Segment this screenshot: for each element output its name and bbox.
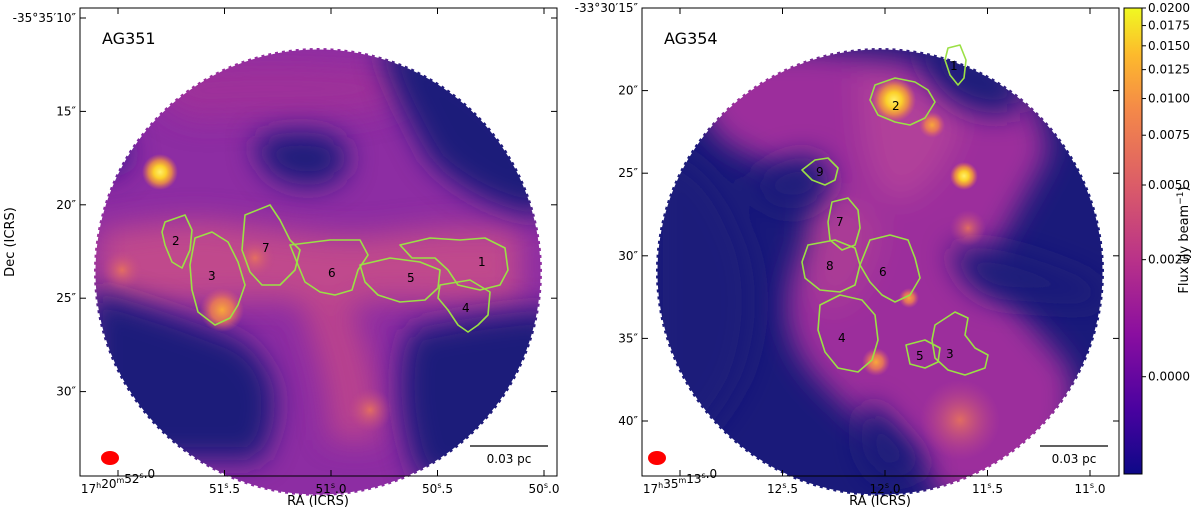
x-tick-label: 50s.5 (422, 481, 453, 496)
circle-edge (654, 46, 1106, 498)
region-label: 9 (816, 165, 824, 179)
y-tick-label: 25″ (56, 291, 76, 305)
region-label: 6 (328, 266, 336, 280)
x-axis: 17h35m13s.0 12s.5 12s.0 11s.5 11s.0 (643, 8, 1106, 496)
y-tick-label: 25″ (618, 166, 638, 180)
x-tick-label: 12s.0 (870, 481, 901, 496)
region-label: 5 (407, 271, 415, 285)
empty-region (380, 48, 542, 215)
colorbar-label: Flux (Jy beam−1) (1176, 186, 1192, 293)
panel-title: AG354 (664, 29, 718, 48)
y-tick-label: 35″ (618, 331, 638, 345)
contour-region-7 (241, 204, 301, 286)
region-labels-ag351: 2 3 7 6 5 1 4 (172, 234, 486, 315)
colorbar-tick-label: 0.0175 (1148, 19, 1190, 33)
contour-region-1 (399, 237, 509, 291)
scalebar-label: 0.03 pc (487, 452, 532, 466)
contour-region-5 (905, 339, 941, 369)
panel-frame (79, 7, 558, 477)
x-tick-label: 11s.0 (1075, 481, 1106, 496)
colorbar-gradient (1123, 7, 1143, 475)
contour-region-2 (161, 214, 193, 269)
region-label: 2 (892, 99, 900, 113)
region-label: 7 (262, 241, 270, 255)
panel-title: AG351 (102, 29, 156, 48)
contours-ag354 (801, 44, 989, 376)
x-tick-label: 51s.0 (316, 481, 347, 496)
scalebar-label: 0.03 pc (1052, 452, 1097, 466)
x-axis-label: RA (ICRS) (287, 494, 349, 509)
contour-region-4 (817, 294, 879, 373)
y-tick-label: 15″ (56, 104, 76, 118)
region-label: 8 (826, 259, 834, 273)
panel-ag354: 1 2 9 7 8 6 4 5 3 AG354 0.03 pc -33°30′1… (575, 1, 1120, 509)
contour-region-2 (869, 77, 936, 126)
region-labels-ag354: 1 2 9 7 8 6 4 5 3 (816, 59, 958, 363)
contour-region-6 (289, 239, 369, 296)
scalebar: 0.03 pc (470, 445, 548, 466)
region-label: 1 (478, 255, 486, 269)
x-tick-label: 11s.5 (972, 481, 1003, 496)
region-label: 5 (916, 349, 924, 363)
y-axis-label: Dec (ICRS) (3, 207, 18, 277)
x-tick-label: 12s.5 (767, 481, 798, 496)
region-label: 7 (836, 215, 844, 229)
x-axis: 17h20m52s.0 51s.5 51s.0 50s.5 50s.0 (81, 8, 560, 496)
region-label: 4 (838, 331, 846, 345)
contour-region-1 (944, 44, 967, 86)
beam-ellipse (648, 451, 666, 465)
region-label: 2 (172, 234, 180, 248)
x-axis-label: RA (ICRS) (849, 494, 911, 509)
contour-region-3 (189, 231, 246, 326)
colorbar-tick-label: 0.0050 (1148, 178, 1190, 192)
region-label: 3 (946, 347, 954, 361)
panel-frame (641, 7, 1120, 477)
colorbar-tick-label: 0.0075 (1148, 128, 1190, 142)
contour-region-3 (931, 311, 989, 376)
y-axis: -35°35′10″ 15″ 20″ 25″ 30″ (13, 11, 557, 399)
colorbar-tick-label: 0.0025 (1148, 253, 1190, 267)
colorbar-tick-label: 0.0125 (1148, 63, 1190, 77)
y-tick-label: 20″ (56, 198, 76, 212)
contour-region-5 (359, 257, 441, 303)
contour-region-6 (859, 234, 921, 303)
contour-region-4 (437, 279, 491, 333)
circle-edge (92, 46, 544, 498)
y-tick-label: 40″ (618, 414, 638, 428)
panel-ag351: 2 3 7 6 5 1 4 AG351 0.03 pc -35°35′10″15… (3, 7, 560, 509)
scalebar: 0.03 pc (1040, 445, 1108, 466)
colorbar-tick-label: 0.0150 (1148, 39, 1190, 53)
x-tick-label: 50s.0 (529, 481, 560, 496)
region-label: 4 (462, 301, 470, 315)
y-tick-label: 20″ (618, 84, 638, 98)
colorbar-tick-label: 0.0000 (1148, 370, 1190, 384)
colorbar: 0.0200 0.0175 0.0150 0.0125 0.0100 0.0075 0.00… (1123, 1, 1192, 475)
y-tick-label: -35°35′10″ (13, 11, 77, 25)
y-tick-label: -33°30′15″ (575, 1, 639, 15)
x-tick-label: 17h35m13s.0 (643, 467, 717, 496)
region-label: 1 (950, 59, 958, 73)
x-tick-label: 51s.5 (209, 481, 240, 496)
colorbar-label-exponent: −1 (1176, 192, 1186, 205)
region-label: 6 (879, 265, 887, 279)
y-tick-label: 30″ (618, 249, 638, 263)
colorbar-ticks: 0.0200 0.0175 0.0150 0.0125 0.0100 0.0075 0.00… (1142, 1, 1190, 384)
contours-ag351 (161, 204, 509, 333)
emission-map (656, 48, 1104, 496)
y-axis: -33°30′15″ 20″ 25″ 30″ 35″ 40″ (575, 1, 1119, 428)
contour-region-7 (827, 197, 861, 251)
beam-ellipse (101, 451, 119, 465)
colorbar-tick-label: 0.0100 (1148, 92, 1190, 106)
colorbar-tick-label: 0.0200 (1148, 1, 1190, 15)
x-tick-label: 17h20m52s.0 (81, 467, 155, 496)
contour-region-8 (801, 239, 861, 293)
region-label: 3 (208, 269, 216, 283)
y-tick-label: 30″ (56, 385, 76, 399)
contour-region-9 (801, 157, 839, 186)
